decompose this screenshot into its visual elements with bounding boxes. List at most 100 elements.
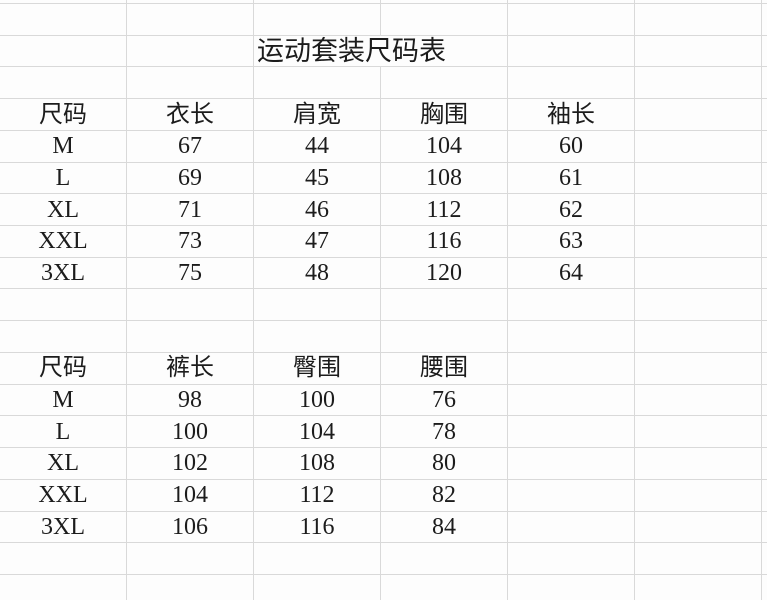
grid-cell[interactable] [635,35,762,68]
bottom-table-data-cell[interactable]: 100 [254,384,381,417]
grid-cell[interactable] [762,163,767,195]
grid-cell[interactable] [762,448,767,480]
grid-cell[interactable] [762,36,767,68]
top-table-data-cell[interactable]: L [0,162,127,195]
top-table-data-cell[interactable]: 69 [127,162,254,195]
top-table-header-cell[interactable]: 衣长 [127,99,254,131]
grid-cell[interactable] [508,67,635,100]
grid-cell[interactable] [127,35,254,68]
grid-cell[interactable] [508,543,635,575]
grid-cell[interactable] [127,67,254,100]
grid-cell[interactable] [254,543,381,575]
grid-cell[interactable] [508,479,635,512]
top-table-data-cell[interactable]: 63 [508,226,635,258]
top-table-data-cell[interactable]: 60 [508,130,635,163]
grid-cell[interactable] [0,0,127,4]
top-table-data-cell[interactable]: 47 [254,226,381,258]
grid-cell[interactable] [508,416,635,449]
grid-cell[interactable] [0,543,127,575]
grid-cell[interactable] [254,0,381,4]
bottom-table-data-cell[interactable]: 3XL [0,511,127,544]
grid-cell[interactable] [635,511,762,544]
size-chart-title[interactable]: 运动套装尺码表 [254,35,508,68]
top-table-data-cell[interactable]: XL [0,194,127,227]
grid-cell[interactable] [762,99,767,131]
grid-cell[interactable] [0,67,127,100]
grid-cell[interactable] [762,226,767,258]
top-table-data-cell[interactable]: XXL [0,226,127,258]
grid-cell[interactable] [127,0,254,4]
bottom-table-header-cell[interactable]: 臀围 [254,352,381,385]
bottom-table-header-cell[interactable]: 腰围 [381,352,508,385]
grid-cell[interactable] [381,289,508,322]
grid-cell[interactable] [508,4,635,36]
grid-cell[interactable] [508,574,635,600]
grid-cell[interactable] [508,35,635,68]
grid-cell[interactable] [762,4,767,36]
bottom-table-data-cell[interactable]: 112 [254,479,381,512]
grid-cell[interactable] [762,131,767,163]
grid-cell[interactable] [762,321,767,353]
top-table-data-cell[interactable]: 67 [127,130,254,163]
bottom-table-header-cell[interactable]: 裤长 [127,352,254,385]
grid-cell[interactable] [635,352,762,385]
grid-cell[interactable] [381,0,508,4]
grid-cell[interactable] [635,289,762,322]
top-table-data-cell[interactable]: 120 [381,257,508,290]
grid-cell[interactable] [508,321,635,353]
grid-cell[interactable] [762,67,767,100]
bottom-table-data-cell[interactable]: 98 [127,384,254,417]
bottom-table-header-cell[interactable]: 尺码 [0,352,127,385]
top-table-data-cell[interactable]: 108 [381,162,508,195]
grid-cell[interactable] [381,574,508,600]
grid-cell[interactable] [762,258,767,290]
top-table-data-cell[interactable]: 116 [381,226,508,258]
grid-cell[interactable] [635,226,762,258]
top-table-header-cell[interactable]: 袖长 [508,99,635,131]
bottom-table-data-cell[interactable]: XL [0,448,127,480]
grid-cell[interactable] [127,289,254,322]
bottom-table-data-cell[interactable]: 106 [127,511,254,544]
grid-cell[interactable] [762,289,767,322]
bottom-table-data-cell[interactable]: XXL [0,479,127,512]
grid-cell[interactable] [0,35,127,68]
grid-cell[interactable] [127,4,254,36]
top-table-data-cell[interactable]: 44 [254,130,381,163]
bottom-table-data-cell[interactable]: 76 [381,384,508,417]
grid-cell[interactable] [254,574,381,600]
top-table-header-cell[interactable]: 胸围 [381,99,508,131]
grid-cell[interactable] [127,574,254,600]
top-table-data-cell[interactable]: 62 [508,194,635,227]
top-table-data-cell[interactable]: 71 [127,194,254,227]
grid-cell[interactable] [127,321,254,353]
top-table-data-cell[interactable]: 46 [254,194,381,227]
grid-cell[interactable] [762,194,767,227]
grid-cell[interactable] [762,416,767,449]
grid-cell[interactable] [0,321,127,353]
top-table-data-cell[interactable]: 48 [254,257,381,290]
grid-cell[interactable] [635,543,762,575]
top-table-data-cell[interactable]: 73 [127,226,254,258]
grid-cell[interactable] [508,352,635,385]
grid-cell[interactable] [508,384,635,417]
grid-cell[interactable] [381,543,508,575]
grid-cell[interactable] [635,574,762,600]
top-table-data-cell[interactable]: M [0,130,127,163]
top-table-header-cell[interactable]: 肩宽 [254,99,381,131]
top-table-data-cell[interactable]: 61 [508,162,635,195]
grid-cell[interactable] [635,130,762,163]
top-table-data-cell[interactable]: 112 [381,194,508,227]
bottom-table-data-cell[interactable]: 104 [254,416,381,449]
grid-cell[interactable] [0,289,127,322]
grid-cell[interactable] [635,67,762,100]
grid-cell[interactable] [508,0,635,4]
grid-cell[interactable] [762,575,767,600]
bottom-table-data-cell[interactable]: 116 [254,511,381,544]
grid-cell[interactable] [254,289,381,322]
grid-cell[interactable] [508,448,635,480]
grid-cell[interactable] [762,480,767,512]
bottom-table-data-cell[interactable]: 104 [127,479,254,512]
top-table-header-cell[interactable]: 尺码 [0,99,127,131]
bottom-table-data-cell[interactable]: M [0,384,127,417]
grid-cell[interactable] [0,574,127,600]
